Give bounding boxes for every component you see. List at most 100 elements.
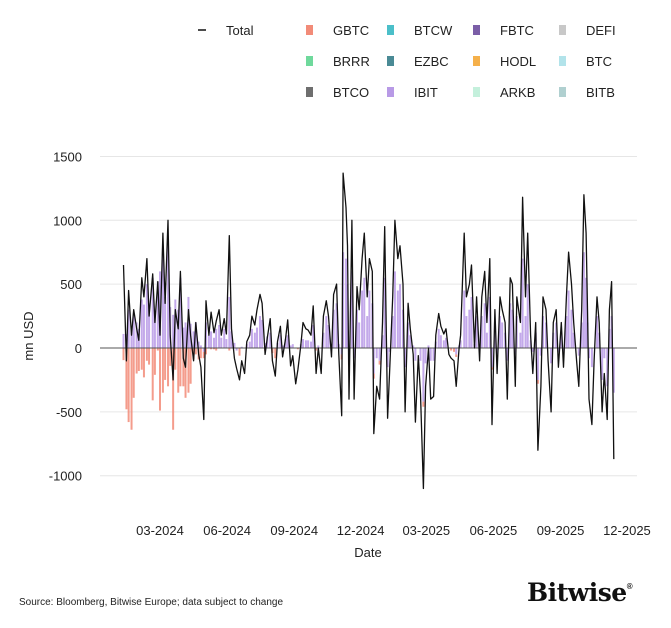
bar-ibit (490, 348, 493, 368)
bar-ibit (582, 252, 585, 348)
bar-ibit (233, 342, 236, 348)
bar-ibit (404, 348, 407, 368)
legend-swatch (306, 87, 313, 97)
y-tick-label: 1000 (53, 213, 82, 228)
bar-ibit (590, 348, 593, 368)
bar-ibit (565, 316, 568, 348)
bar-ibit (424, 348, 427, 364)
bar-ibit (145, 284, 148, 348)
bar-ibit (159, 271, 161, 348)
bar-ibit (509, 303, 512, 348)
x-axis-ticks: 03-2024 06-2024 09-2024 12-2024 03-2025 06-20… (136, 523, 651, 538)
bar-gbtc (164, 348, 167, 380)
bitwise-logo: Bitwise® (527, 578, 633, 607)
bar-ibit (401, 309, 404, 348)
bar-ibit (284, 339, 287, 348)
bar-ibit (501, 322, 504, 348)
bar-ibit (225, 339, 228, 348)
legend-label: FBTC (500, 23, 534, 38)
bar-gbtc (132, 348, 135, 398)
legend-label: HODL (500, 54, 536, 69)
bar-ibit (407, 322, 410, 348)
bar-ibit (488, 296, 491, 348)
bar-ibit (197, 341, 200, 348)
bar-ibit (132, 316, 135, 348)
bar-ibit (230, 331, 233, 348)
bar-ibit (475, 316, 478, 348)
series-line-total (122, 172, 615, 490)
bar-ibit (485, 332, 488, 348)
bar-ibit (588, 348, 591, 359)
x-tick-label: 12-2024 (337, 523, 385, 538)
bar-ibit (184, 322, 187, 348)
bar-ibit (250, 328, 253, 348)
source-note: Source: Bloomberg, Bitwise Europe; data … (19, 597, 284, 608)
bar-ibit (291, 344, 294, 348)
bar-ibit (350, 271, 353, 348)
legend-item-bitb: BITB (559, 85, 615, 100)
legend-swatch (473, 56, 480, 66)
x-axis-label: Date (354, 545, 381, 560)
bar-ibit (256, 327, 259, 348)
y-tick-label: 0 (75, 341, 82, 356)
bar-ibit (550, 348, 553, 364)
bar-ibit (388, 348, 391, 352)
bar-ibit (228, 296, 231, 348)
legend-item-btcw: BTCW (387, 23, 453, 38)
bar-gbtc (422, 401, 425, 407)
bar-ibit (560, 332, 563, 348)
bar-ibit (506, 348, 509, 361)
legend: Total GBTC BTCW FBTC DEFI BRRR EZBC HODL BTC BTCO… (198, 23, 616, 100)
legend-label: BITB (586, 85, 615, 100)
legend-label: GBTC (333, 23, 369, 38)
legend-swatch (559, 25, 566, 35)
bar-ibit (396, 290, 399, 348)
bar-ibit (281, 345, 284, 348)
bar-gbtc (153, 348, 156, 375)
legend-label: BTCO (333, 85, 369, 100)
legend-item-ibit: IBIT (387, 85, 438, 100)
bar-gbtc (536, 379, 539, 384)
bar-ibit (202, 348, 205, 352)
bar-gbtc (122, 348, 125, 361)
bar-gbtc (453, 348, 456, 352)
bar-ibit (269, 332, 272, 348)
bar-ibit (612, 348, 615, 393)
bar-ibit (544, 322, 547, 348)
bar-ibit (253, 332, 256, 348)
gridlines (100, 155, 637, 477)
legend-item-brrr: BRRR (306, 54, 370, 69)
bar-gbtc (135, 348, 138, 374)
bar-ibit (536, 348, 539, 380)
registered-mark: ® (626, 582, 633, 591)
bar-gbtc (148, 348, 151, 365)
bar-gbtc (167, 348, 170, 387)
bar-gbtc (184, 348, 187, 398)
bar-ibit (391, 316, 394, 348)
bar-ibit (399, 284, 402, 348)
bar-ibit (220, 337, 223, 348)
bar-ibit (445, 337, 448, 348)
bar-ibit (412, 345, 415, 348)
legend-item-defi: DEFI (559, 23, 616, 38)
bar-gbtc (156, 348, 159, 351)
bar-gbtc (125, 348, 128, 410)
bar-ibit (437, 328, 440, 348)
bar-ibit (210, 331, 213, 348)
bar-ibit (151, 277, 154, 348)
bar-ibit (345, 258, 348, 348)
y-tick-label: 500 (60, 277, 82, 292)
bar-gbtc (182, 348, 185, 387)
legend-label: BRRR (333, 54, 370, 69)
legend-swatch (559, 87, 566, 97)
legend-swatch (387, 56, 394, 66)
bar-ibit (468, 309, 471, 348)
bar-gbtc (142, 348, 145, 378)
legend-swatch (473, 87, 480, 97)
bar-ibit (596, 316, 599, 348)
bar-ibit (156, 281, 159, 348)
bar-ibit (366, 316, 369, 348)
bar-gbtc (202, 351, 205, 359)
bar-ibit (194, 322, 197, 348)
